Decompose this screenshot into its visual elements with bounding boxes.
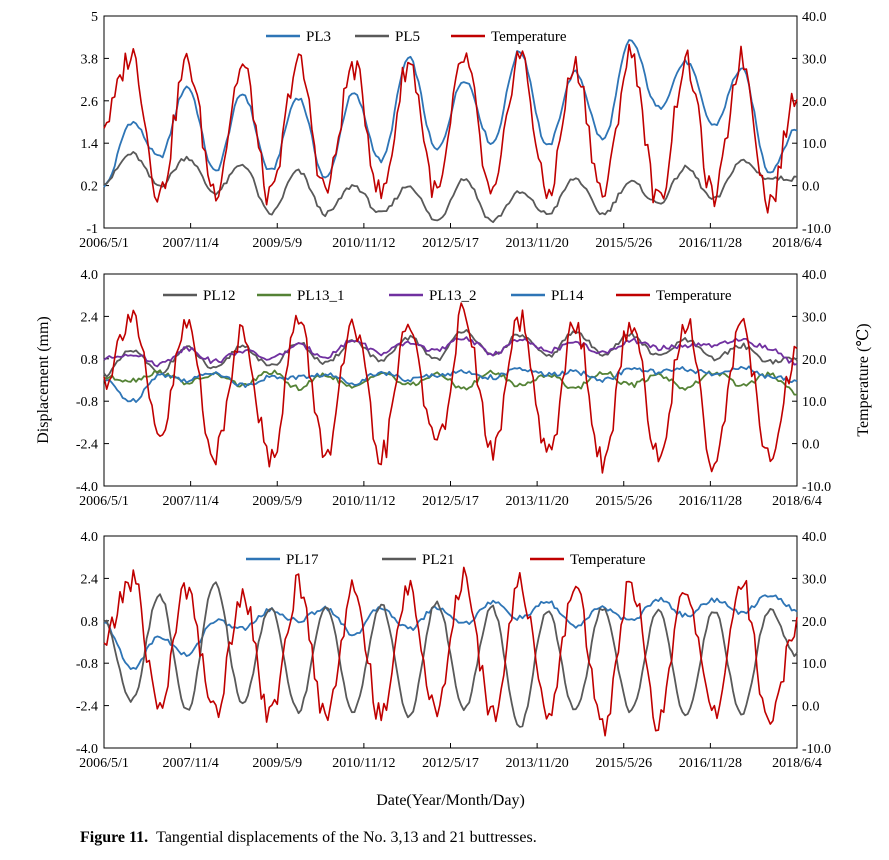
x-tick-label: 2007/11/4	[162, 494, 218, 509]
legend-label-temperature: Temperature	[656, 288, 732, 304]
series-line-temperature	[103, 302, 798, 474]
series-line-pl17	[103, 594, 798, 670]
x-tick-label: 2010/11/12	[332, 494, 395, 509]
x-tick-label: 2013/11/20	[505, 756, 568, 771]
x-tick-label: 2010/11/12	[332, 236, 395, 251]
legend-label-temperature: Temperature	[570, 552, 646, 568]
y2-tick-label: 20.0	[802, 353, 827, 368]
legend-label-pl13-2: PL13_2	[429, 288, 477, 304]
y-tick-label: -1	[86, 222, 98, 237]
x-tick-label: 2015/5/26	[595, 756, 652, 771]
x-tick-label: 2015/5/26	[595, 236, 652, 251]
x-tick-label: 2009/5/9	[252, 756, 302, 771]
series-line-pl12	[103, 329, 798, 378]
x-tick-label: 2012/5/17	[422, 494, 479, 509]
y2-tick-label: 10.0	[802, 657, 827, 672]
x-axis-label: Date(Year/Month/Day)	[376, 792, 525, 809]
x-tick-label: 2007/11/4	[162, 756, 218, 771]
series-line-pl3	[103, 39, 798, 188]
figure-caption-text: Tangential displacements of the No. 3,13…	[156, 829, 537, 846]
x-tick-label: 2018/6/4	[772, 236, 822, 251]
figure-label: Figure 11.	[80, 829, 149, 846]
y-tick-label: -2.4	[76, 700, 98, 715]
y2-tick-label: 0.0	[802, 180, 820, 195]
y-tick-label: -4.0	[76, 480, 98, 495]
y2-tick-label: 40.0	[802, 268, 827, 283]
y2-axis-label: Temperature (℃)	[855, 323, 872, 436]
y-tick-label: -4.0	[76, 742, 98, 757]
x-tick-label: 2009/5/9	[252, 236, 302, 251]
x-tick-label: 2006/5/1	[79, 756, 129, 771]
figure-caption: Figure 11. Tangential displacements of th…	[80, 829, 537, 847]
y2-tick-label: 10.0	[802, 137, 827, 152]
y-tick-label: 2.4	[81, 310, 99, 325]
legend-label-pl13-1: PL13_1	[297, 288, 345, 304]
y2-tick-label: -10.0	[802, 222, 831, 237]
x-tick-label: 2007/11/4	[162, 236, 218, 251]
series-line-pl5	[103, 151, 798, 224]
legend-label-pl21: PL21	[422, 552, 455, 568]
series-line-temperature	[103, 43, 798, 214]
y-tick-label: 4.0	[81, 530, 99, 545]
x-tick-label: 2016/11/28	[679, 494, 742, 509]
y-axis-label: Displacement (mm)	[35, 316, 52, 444]
x-tick-label: 2012/5/17	[422, 756, 479, 771]
y2-tick-label: 0.0	[802, 700, 820, 715]
legend-label-pl17: PL17	[286, 552, 319, 568]
legend-label-pl5: PL5	[395, 29, 420, 45]
series-line-pl13-2	[103, 336, 798, 368]
chart-pl17-pl21: -4.0 -2.4 -0.8 0.8 2.4 4.0 -10.0 0.0 10.0 20.0 30.…	[76, 530, 831, 809]
y-tick-label: 4.0	[81, 268, 99, 283]
y-tick-label: -0.8	[76, 657, 98, 672]
y2-tick-label: 20.0	[802, 95, 827, 110]
y2-tick-label: 30.0	[802, 310, 827, 325]
y2-tick-label: -10.0	[802, 742, 831, 757]
x-tick-label: 2006/5/1	[79, 494, 129, 509]
x-tick-label: 2009/5/9	[252, 494, 302, 509]
x-tick-label: 2013/11/20	[505, 494, 568, 509]
y-tick-label: -0.8	[76, 395, 98, 410]
y-tick-label: -2.4	[76, 438, 98, 453]
y2-tick-label: 30.0	[802, 572, 827, 587]
x-tick-label: 2015/5/26	[595, 494, 652, 509]
y2-tick-label: 10.0	[802, 395, 827, 410]
series-line-temperature	[103, 566, 798, 737]
y-tick-label: 0.8	[81, 615, 99, 630]
x-tick-label: 2016/11/28	[679, 236, 742, 251]
y-tick-label: 0.2	[81, 180, 99, 195]
y2-tick-label: 40.0	[802, 10, 827, 25]
legend-label-temperature: Temperature	[491, 29, 567, 45]
series-line-pl21	[103, 581, 798, 728]
y-tick-label: 1.4	[81, 137, 99, 152]
x-tick-label: 2010/11/12	[332, 756, 395, 771]
x-tick-label: 2013/11/20	[505, 236, 568, 251]
x-tick-label: 2006/5/1	[79, 236, 129, 251]
y2-tick-label: 40.0	[802, 530, 827, 545]
x-tick-label: 2012/5/17	[422, 236, 479, 251]
x-tick-label: 2018/6/4	[772, 756, 822, 771]
chart-pl3-pl5: -1 0.2 1.4 2.6 3.8 5 -10.0 0.0 10.0 20.0 30.0 40.0 2…	[79, 10, 831, 251]
series-line-pl14	[103, 365, 798, 403]
legend-label-pl14: PL14	[551, 288, 584, 304]
y2-tick-label: 0.0	[802, 438, 820, 453]
chart-pl12-pl14: -4.0 -2.4 -0.8 0.8 2.4 4.0 -10.0 0.0 10.0 20.0 30.…	[35, 268, 872, 509]
y-tick-label: 0.8	[81, 353, 99, 368]
y2-tick-label: 20.0	[802, 615, 827, 630]
x-tick-label: 2018/6/4	[772, 494, 822, 509]
y2-tick-label: 30.0	[802, 52, 827, 67]
x-tick-label: 2016/11/28	[679, 756, 742, 771]
y-tick-label: 3.8	[81, 52, 99, 67]
y2-tick-label: -10.0	[802, 480, 831, 495]
legend-label-pl12: PL12	[203, 288, 236, 304]
legend-label-pl3: PL3	[306, 29, 331, 45]
y-tick-label: 2.4	[81, 572, 99, 587]
y-tick-label: 2.6	[81, 95, 99, 110]
y-tick-label: 5	[91, 10, 98, 25]
